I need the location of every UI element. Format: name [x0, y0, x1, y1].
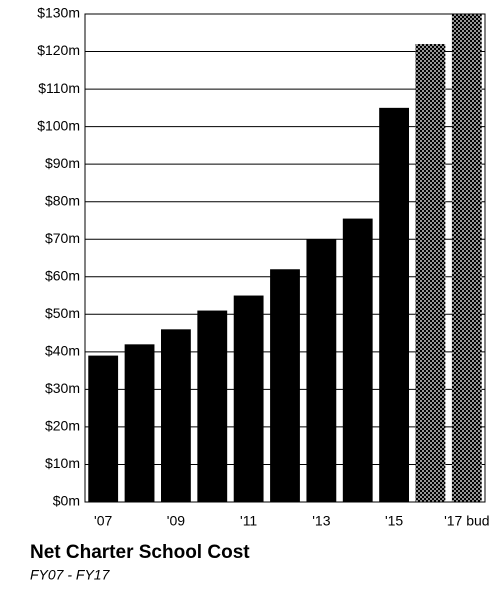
y-tick-label: $20m	[45, 418, 80, 434]
y-tick-label: $10m	[45, 455, 80, 471]
bar	[415, 44, 446, 503]
bar	[306, 239, 337, 502]
bar	[342, 218, 373, 503]
y-tick-label: $50m	[45, 305, 80, 321]
y-tick-label: $120m	[37, 42, 80, 58]
y-tick-label: $130m	[37, 5, 80, 21]
bar	[270, 269, 300, 502]
x-tick-label: '09	[167, 513, 185, 529]
y-tick-label: $70m	[45, 230, 80, 246]
y-tick-label: $30m	[45, 380, 80, 396]
y-tick-label: $90m	[45, 155, 80, 171]
x-tick-label: '11	[240, 513, 257, 529]
x-tick-label: '07	[94, 513, 112, 529]
chart-subtitle: FY07 - FY17	[30, 567, 111, 583]
x-tick-label: '15	[385, 513, 403, 529]
y-tick-label: $110m	[38, 80, 80, 96]
chart-title: Net Charter School Cost	[30, 542, 250, 563]
bar	[379, 107, 409, 502]
y-tick-label: $0m	[53, 493, 80, 509]
y-tick-label: $80m	[45, 192, 80, 208]
bar	[233, 295, 264, 502]
x-tick-label: '17 bud	[444, 513, 490, 529]
bar	[197, 310, 228, 502]
y-tick-label: $40m	[45, 343, 80, 359]
plot-frame	[84, 13, 486, 503]
y-tick-label: $100m	[37, 117, 80, 133]
y-tick-label: $60m	[45, 267, 80, 283]
bar	[124, 344, 155, 502]
bar	[88, 355, 119, 502]
x-tick-label: '13	[312, 513, 330, 529]
bar	[161, 329, 191, 502]
bar	[451, 14, 482, 502]
